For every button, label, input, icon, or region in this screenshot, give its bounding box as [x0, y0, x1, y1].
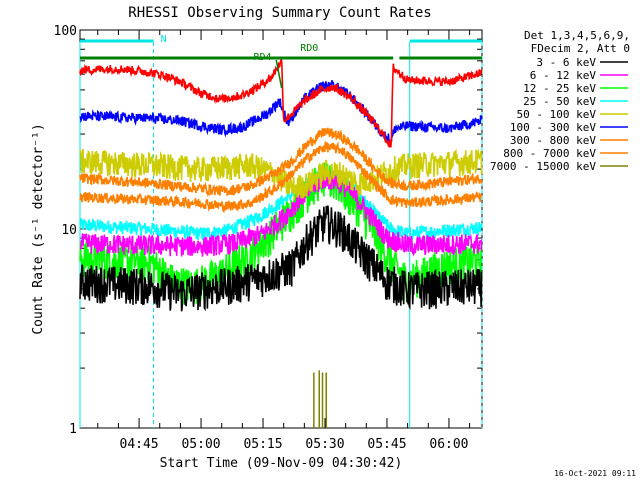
legend-label: 800 - 7000 keV	[503, 147, 596, 160]
series-line-7	[79, 127, 483, 198]
series-line-6	[79, 79, 483, 144]
extra-series-line-1	[79, 58, 483, 148]
legend-label: 50 - 100 keV	[517, 108, 597, 121]
y-tick-label: 100	[54, 24, 77, 39]
legend-label: 7000 - 15000 keV	[490, 160, 596, 173]
footer-date: 16-Oct-2021 09:11	[554, 469, 636, 478]
series-line-1	[79, 205, 483, 312]
series-line-2	[79, 167, 483, 257]
x-tick-label: 05:00	[181, 437, 220, 452]
orbit-lines	[79, 42, 483, 428]
flag-bars: N RD0 RD4	[80, 34, 482, 89]
series-lines	[79, 58, 483, 428]
flag-label-n: N	[161, 34, 167, 45]
x-tick-label: 05:30	[305, 437, 344, 452]
legend-header: FDecim 2, Att 0	[531, 42, 630, 55]
chart-title: RHESSI Observing Summary Count Rates	[128, 5, 431, 21]
legend-label: 100 - 300 keV	[510, 121, 596, 134]
legend-label: 3 - 6 keV	[536, 56, 596, 69]
series-line-4	[79, 168, 483, 241]
x-tick-labels: 04:45 05:00 05:15 05:30 05:45 06:00	[120, 437, 469, 452]
y-axis-label: Count Rate (s⁻¹ detector⁻¹)	[31, 123, 46, 334]
x-axis-label: Start Time (09-Nov-09 04:30:42)	[160, 456, 403, 471]
legend: Det 1,3,4,5,6,9,FDecim 2, Att 03 - 6 keV…	[490, 29, 630, 173]
legend-label: 25 - 50 keV	[523, 95, 596, 108]
flag-segment-rd4	[275, 59, 283, 89]
y-tick-label: 1	[69, 422, 77, 437]
legend-label: 12 - 25 keV	[523, 82, 596, 95]
x-tick-label: 05:15	[243, 437, 282, 452]
legend-header: Det 1,3,4,5,6,9,	[524, 29, 630, 42]
flag-label-rd4: RD4	[254, 52, 272, 63]
x-tick-label: 04:45	[120, 437, 159, 452]
x-tick-label: 06:00	[429, 437, 468, 452]
legend-label: 6 - 12 keV	[530, 69, 597, 82]
x-tick-label: 05:45	[367, 437, 406, 452]
series-line-8	[79, 141, 483, 213]
flag-label-rd0: RD0	[300, 43, 318, 54]
y-tick-label: 10	[61, 223, 77, 238]
legend-label: 300 - 800 keV	[510, 134, 596, 147]
y-tick-labels: 1 10 100	[54, 24, 77, 437]
